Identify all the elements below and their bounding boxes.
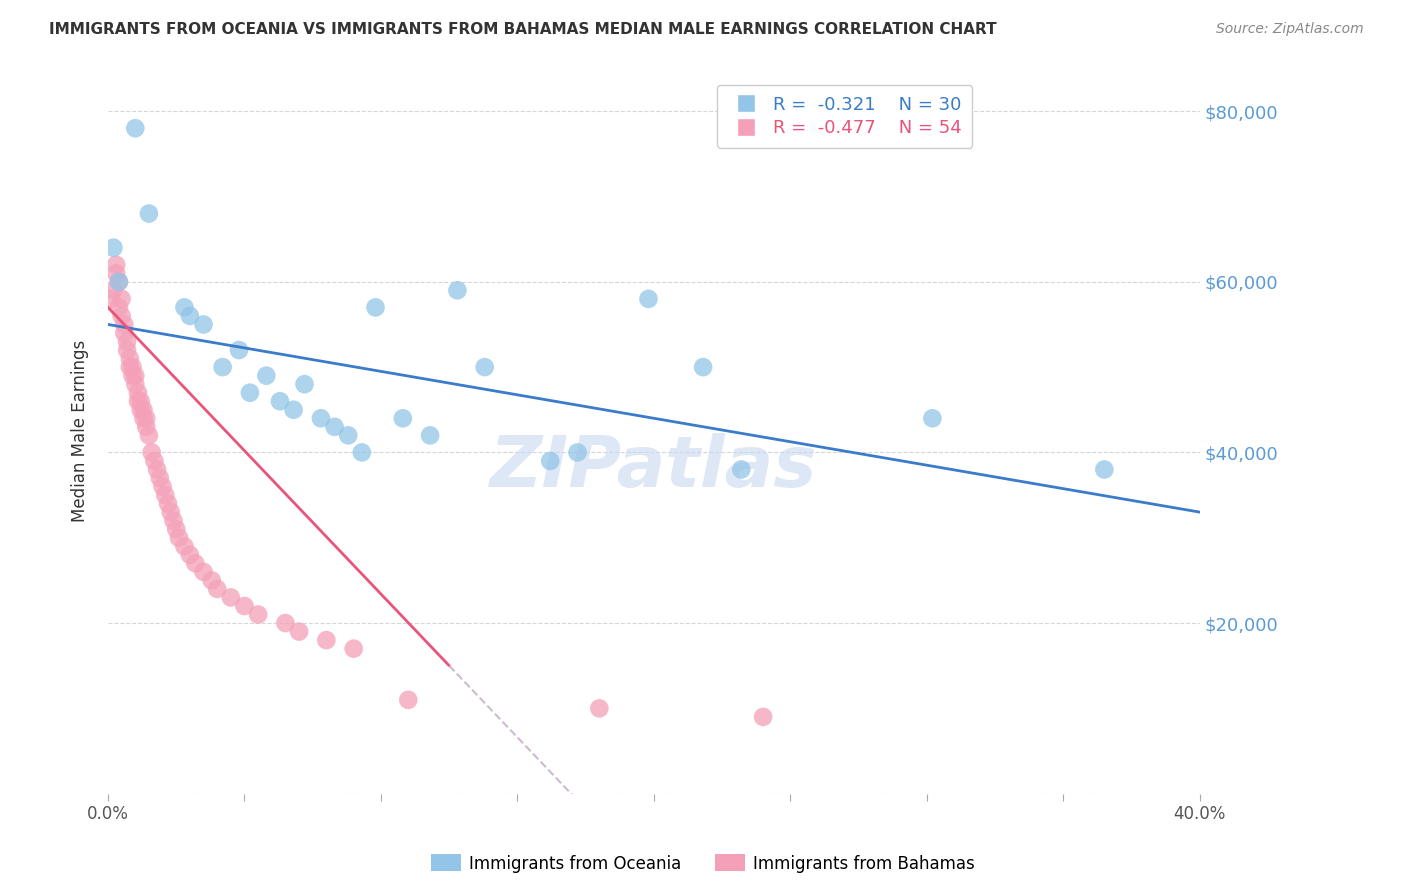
Text: ZIPatlas: ZIPatlas: [491, 433, 818, 502]
Point: [138, 206, 160, 220]
Point: [162, 514, 184, 528]
Point: [419, 428, 441, 442]
Point: [323, 420, 346, 434]
Point: [124, 121, 146, 136]
Text: IMMIGRANTS FROM OCEANIA VS IMMIGRANTS FROM BAHAMAS MEDIAN MALE EARNINGS CORRELAT: IMMIGRANTS FROM OCEANIA VS IMMIGRANTS FR…: [49, 22, 997, 37]
Point: [211, 360, 233, 375]
Point: [228, 343, 250, 357]
Point: [474, 360, 496, 375]
Point: [129, 402, 152, 417]
Point: [141, 445, 163, 459]
Point: [692, 360, 714, 375]
Point: [115, 334, 138, 349]
Point: [179, 309, 201, 323]
Point: [108, 301, 131, 315]
Point: [135, 420, 157, 434]
Point: [138, 428, 160, 442]
Point: [637, 292, 659, 306]
Point: [118, 351, 141, 366]
Point: [111, 309, 134, 323]
Point: [111, 292, 134, 306]
Point: [112, 318, 135, 332]
Point: [149, 471, 172, 485]
Point: [165, 522, 187, 536]
Point: [103, 283, 125, 297]
Point: [364, 301, 387, 315]
Point: [269, 394, 291, 409]
Point: [127, 385, 149, 400]
Point: [157, 497, 180, 511]
Point: [337, 428, 360, 442]
Point: [446, 283, 468, 297]
Point: [288, 624, 311, 639]
Point: [219, 591, 242, 605]
Point: [146, 462, 169, 476]
Point: [1092, 462, 1115, 476]
Y-axis label: Median Male Earnings: Median Male Earnings: [72, 340, 89, 522]
Point: [752, 710, 775, 724]
Point: [159, 505, 181, 519]
Point: [155, 488, 177, 502]
Point: [309, 411, 332, 425]
Point: [588, 701, 610, 715]
Point: [121, 368, 143, 383]
Point: [184, 557, 207, 571]
Point: [283, 402, 305, 417]
Point: [108, 275, 131, 289]
Point: [730, 462, 752, 476]
Point: [152, 479, 174, 493]
Point: [294, 377, 316, 392]
Point: [315, 633, 337, 648]
Point: [135, 411, 157, 425]
Point: [179, 548, 201, 562]
Point: [193, 565, 215, 579]
Point: [274, 615, 297, 630]
Point: [205, 582, 228, 596]
Point: [100, 292, 122, 306]
Point: [121, 360, 143, 375]
Point: [538, 454, 561, 468]
Point: [193, 318, 215, 332]
Point: [127, 394, 149, 409]
Point: [173, 539, 195, 553]
Point: [254, 368, 277, 383]
Point: [350, 445, 373, 459]
Point: [143, 454, 166, 468]
Point: [108, 275, 131, 289]
Point: [124, 377, 146, 392]
Point: [233, 599, 256, 613]
Point: [129, 394, 152, 409]
Point: [132, 411, 155, 425]
Legend: R =  -0.321    N = 30, R =  -0.477    N = 54: R = -0.321 N = 30, R = -0.477 N = 54: [717, 85, 973, 148]
Point: [118, 360, 141, 375]
Point: [921, 411, 943, 425]
Point: [173, 301, 195, 315]
Point: [105, 258, 128, 272]
Point: [124, 368, 146, 383]
Point: [112, 326, 135, 340]
Point: [391, 411, 413, 425]
Point: [567, 445, 589, 459]
Point: [396, 693, 419, 707]
Legend: Immigrants from Oceania, Immigrants from Bahamas: Immigrants from Oceania, Immigrants from…: [425, 847, 981, 880]
Point: [105, 266, 128, 280]
Point: [247, 607, 270, 622]
Point: [201, 574, 224, 588]
Point: [343, 641, 366, 656]
Point: [103, 241, 125, 255]
Point: [115, 343, 138, 357]
Point: [132, 402, 155, 417]
Point: [167, 531, 190, 545]
Point: [239, 385, 262, 400]
Text: Source: ZipAtlas.com: Source: ZipAtlas.com: [1216, 22, 1364, 37]
